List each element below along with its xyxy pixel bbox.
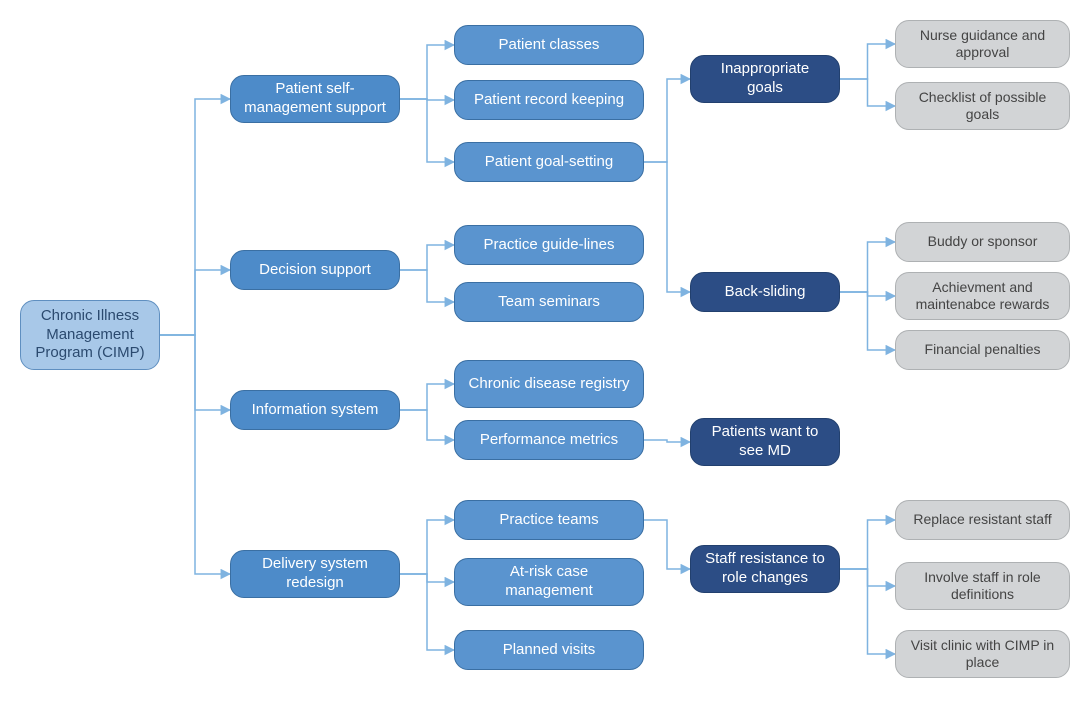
edge-root-delivery <box>160 335 230 574</box>
edge-root-selfmgmt <box>160 99 230 335</box>
node-checklist: Checklist of possible goals <box>895 82 1070 130</box>
node-metrics: Performance metrics <box>454 420 644 460</box>
node-guidelines: Practice guide-lines <box>454 225 644 265</box>
node-root: Chronic Illness Management Program (CIMP… <box>20 300 160 370</box>
node-nurseguid: Nurse guidance and approval <box>895 20 1070 68</box>
edge-selfmgmt-pclasses <box>400 45 454 99</box>
edge-root-decision <box>160 270 230 335</box>
edge-backslide-buddy <box>840 242 895 292</box>
node-buddy: Buddy or sponsor <box>895 222 1070 262</box>
edge-pgoal-backslide <box>644 162 690 292</box>
edge-teams-staffres <box>644 520 690 569</box>
edge-staffres-replace <box>840 520 895 569</box>
edge-metrics-seeMD <box>644 440 690 442</box>
edge-delivery-planned <box>400 574 454 650</box>
node-staffres: Staff resistance to role changes <box>690 545 840 593</box>
node-atrisk: At-risk case management <box>454 558 644 606</box>
node-visitclinic: Visit clinic with CIMP in place <box>895 630 1070 678</box>
edge-staffres-visitclinic <box>840 569 895 654</box>
diagram-canvas: Chronic Illness Management Program (CIMP… <box>0 0 1087 725</box>
node-pgoal: Patient goal-setting <box>454 142 644 182</box>
node-infosys: Information system <box>230 390 400 430</box>
node-rewards: Achievment and maintenabce rewards <box>895 272 1070 320</box>
node-replace: Replace resistant staff <box>895 500 1070 540</box>
node-decision: Decision support <box>230 250 400 290</box>
node-planned: Planned visits <box>454 630 644 670</box>
node-delivery: Delivery system redesign <box>230 550 400 598</box>
node-seeMD: Patients want to see MD <box>690 418 840 466</box>
node-selfmgmt: Patient self-management support <box>230 75 400 123</box>
edge-inapgoals-nurseguid <box>840 44 895 79</box>
edge-delivery-atrisk <box>400 574 454 582</box>
node-registry: Chronic disease registry <box>454 360 644 408</box>
edge-selfmgmt-precord <box>400 99 454 100</box>
edge-pgoal-inapgoals <box>644 79 690 162</box>
edge-selfmgmt-pgoal <box>400 99 454 162</box>
edge-delivery-teams <box>400 520 454 574</box>
node-penalties: Financial penalties <box>895 330 1070 370</box>
edge-backslide-rewards <box>840 292 895 296</box>
node-precord: Patient record keeping <box>454 80 644 120</box>
node-teams: Practice teams <box>454 500 644 540</box>
edge-root-infosys <box>160 335 230 410</box>
edge-decision-seminars <box>400 270 454 302</box>
node-seminars: Team seminars <box>454 282 644 322</box>
node-backslide: Back-sliding <box>690 272 840 312</box>
node-pclasses: Patient classes <box>454 25 644 65</box>
node-inapgoals: Inappropriate goals <box>690 55 840 103</box>
edge-infosys-registry <box>400 384 454 410</box>
edge-inapgoals-checklist <box>840 79 895 106</box>
edge-staffres-involve <box>840 569 895 586</box>
node-involve: Involve staff in role definitions <box>895 562 1070 610</box>
edge-backslide-penalties <box>840 292 895 350</box>
edge-decision-guidelines <box>400 245 454 270</box>
edge-infosys-metrics <box>400 410 454 440</box>
